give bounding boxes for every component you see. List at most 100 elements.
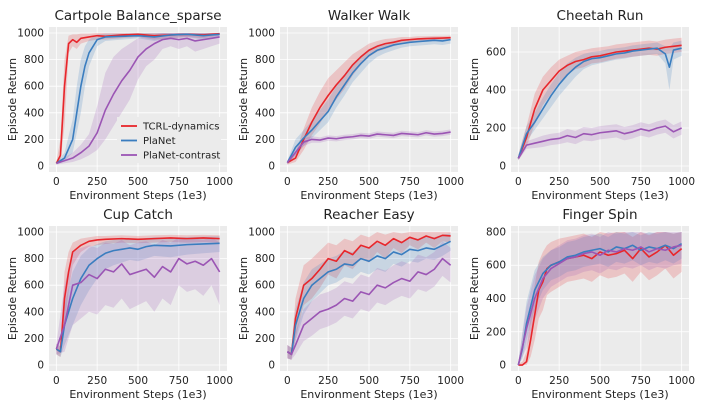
y-tick-label: 600 [486, 260, 506, 272]
y-tick-label: 600 [255, 280, 275, 292]
subplot-title: Cup Catch [103, 207, 173, 223]
y-tick-label: 0 [499, 360, 506, 372]
line-planet [517, 47, 682, 159]
y-tick-label: 800 [24, 54, 44, 66]
x-axis-label: Environment Steps (1e3) [531, 388, 668, 401]
band-planet [287, 233, 451, 360]
x-tick-label: 750 [631, 176, 651, 188]
x-tick-label: 0 [53, 375, 60, 387]
x-tick-label: 250 [87, 176, 107, 188]
y-tick-label: 800 [24, 253, 44, 265]
y-tick-label: 0 [37, 161, 44, 173]
subplot-title: Cartpole Balance_sparse [54, 8, 221, 24]
x-axis-label: Environment Steps (1e3) [300, 388, 437, 401]
subplot-grid: 0 250 500 750 1000 0 200 400 600 800 1000 Cartpole … [6, 8, 695, 401]
line-planet [286, 38, 451, 164]
y-tick-label: 200 [24, 134, 44, 146]
y-tick-label: 200 [255, 134, 275, 146]
x-tick-label: 1000 [206, 375, 233, 387]
y-tick-label: 0 [37, 360, 44, 372]
line-tcrl-dynamics [286, 36, 451, 164]
y-axis-label: Episode Return [237, 58, 250, 141]
y-tick-label: 400 [486, 84, 506, 96]
band-tcrl-dynamics [56, 234, 220, 358]
x-tick-label: 1000 [206, 176, 233, 188]
x-tick-label: 1000 [437, 176, 464, 188]
band-planet [56, 32, 220, 165]
x-tick-label: 750 [400, 375, 420, 387]
line-planet-contrast [55, 257, 221, 350]
y-tick-label: 1000 [248, 27, 275, 39]
band-planet [287, 36, 451, 165]
y-axis-label: Episode Return [237, 257, 250, 340]
x-tick-label: 0 [284, 176, 291, 188]
line-planet [55, 33, 220, 165]
line-planet-contrast [286, 131, 451, 164]
line-planet [55, 242, 220, 353]
y-axis-label: Episode Return [468, 257, 481, 340]
x-axis-label: Environment Steps (1e3) [69, 189, 206, 202]
subplot-2: 0 250 500 750 1000 0 200 400 600 800 1000 Walker Wa… [237, 8, 464, 202]
x-tick-label: 500 [359, 375, 379, 387]
legend: TCRL-dynamics PlaNet PlaNet-contrast [117, 117, 221, 163]
y-tick-label: 400 [255, 107, 275, 119]
x-tick-label: 0 [515, 375, 522, 387]
x-tick-label: 0 [53, 176, 60, 188]
x-tick-label: 500 [128, 176, 148, 188]
subplot-title: Reacher Easy [323, 207, 414, 223]
y-tick-label: 200 [24, 333, 44, 345]
subplot-4: 0 250 500 750 1000 0 200 400 600 800 1000 Cup Catch… [6, 207, 233, 401]
y-tick-label: 0 [499, 161, 506, 173]
line-planet-contrast [517, 244, 682, 366]
y-tick-label: 200 [486, 123, 506, 135]
subplot-title: Cheetah Run [557, 8, 644, 24]
subplot-title: Finger Spin [562, 207, 637, 223]
x-tick-label: 500 [590, 176, 610, 188]
x-axis-label: Environment Steps (1e3) [300, 189, 437, 202]
line-planet [286, 240, 452, 356]
y-axis-label: Episode Return [468, 58, 481, 141]
y-tick-label: 400 [255, 306, 275, 318]
y-tick-label: 1000 [17, 27, 44, 39]
y-tick-label: 600 [24, 81, 44, 93]
legend-label: TCRL-dynamics [142, 122, 219, 133]
x-tick-label: 250 [549, 375, 569, 387]
x-tick-label: 500 [590, 375, 610, 387]
y-tick-label: 600 [486, 46, 506, 58]
line-planet-contrast [56, 36, 220, 165]
band-planet-contrast [56, 237, 220, 355]
y-tick-label: 400 [24, 306, 44, 318]
y-tick-label: 400 [486, 293, 506, 305]
x-tick-label: 0 [284, 375, 291, 387]
band-planet [56, 236, 220, 358]
x-axis-label: Environment Steps (1e3) [531, 189, 668, 202]
band-planet-contrast [287, 241, 451, 360]
y-tick-label: 1000 [17, 226, 44, 238]
line-tcrl-dynamics [286, 234, 451, 356]
x-tick-label: 750 [169, 375, 189, 387]
x-tick-label: 1000 [668, 375, 695, 387]
y-tick-label: 600 [255, 81, 275, 93]
y-tick-label: 600 [24, 280, 44, 292]
y-tick-label: 0 [268, 161, 275, 173]
y-tick-label: 200 [486, 326, 506, 338]
x-tick-label: 250 [549, 176, 569, 188]
y-tick-label: 800 [255, 54, 275, 66]
x-axis-label: Environment Steps (1e3) [69, 388, 206, 401]
x-tick-label: 1000 [437, 375, 464, 387]
y-axis-label: Episode Return [6, 58, 19, 141]
x-tick-label: 750 [631, 375, 651, 387]
band-tcrl-dynamics [56, 32, 220, 165]
x-tick-label: 750 [400, 176, 420, 188]
y-tick-label: 0 [268, 360, 275, 372]
y-tick-label: 800 [486, 226, 506, 238]
subplot-1: 0 250 500 750 1000 0 200 400 600 800 1000 Cartpole … [6, 8, 233, 202]
subplot-6: 0 250 500 750 1000 0 200 400 600 800 Finger Spin En… [468, 207, 695, 401]
subplot-title: Walker Walk [328, 8, 411, 24]
x-tick-label: 250 [318, 375, 338, 387]
line-planet [517, 242, 683, 366]
line-tcrl-dynamics [518, 244, 683, 366]
band-tcrl-dynamics [518, 37, 682, 161]
subplot-3: 0 250 500 750 1000 0 200 400 600 Cheetah Run Envir… [468, 8, 695, 202]
legend-label: PlaNet-contrast [143, 151, 220, 162]
